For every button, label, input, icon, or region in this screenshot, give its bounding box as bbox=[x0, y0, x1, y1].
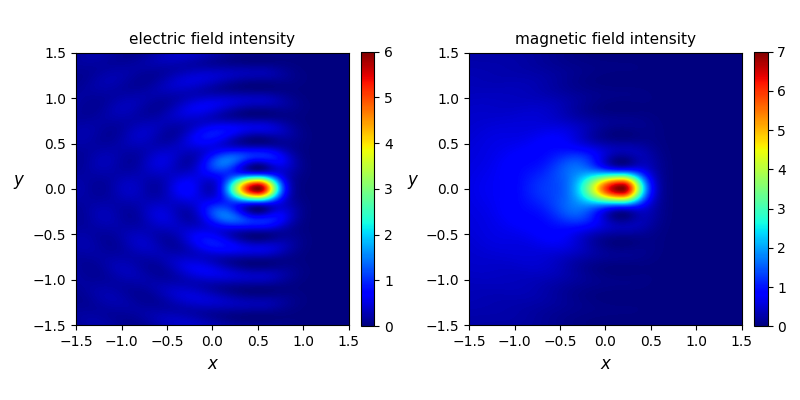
X-axis label: x: x bbox=[207, 355, 218, 373]
Title: magnetic field intensity: magnetic field intensity bbox=[515, 32, 696, 47]
Title: electric field intensity: electric field intensity bbox=[130, 32, 295, 47]
Y-axis label: y: y bbox=[407, 171, 417, 189]
X-axis label: x: x bbox=[601, 355, 610, 373]
Y-axis label: y: y bbox=[14, 171, 24, 189]
